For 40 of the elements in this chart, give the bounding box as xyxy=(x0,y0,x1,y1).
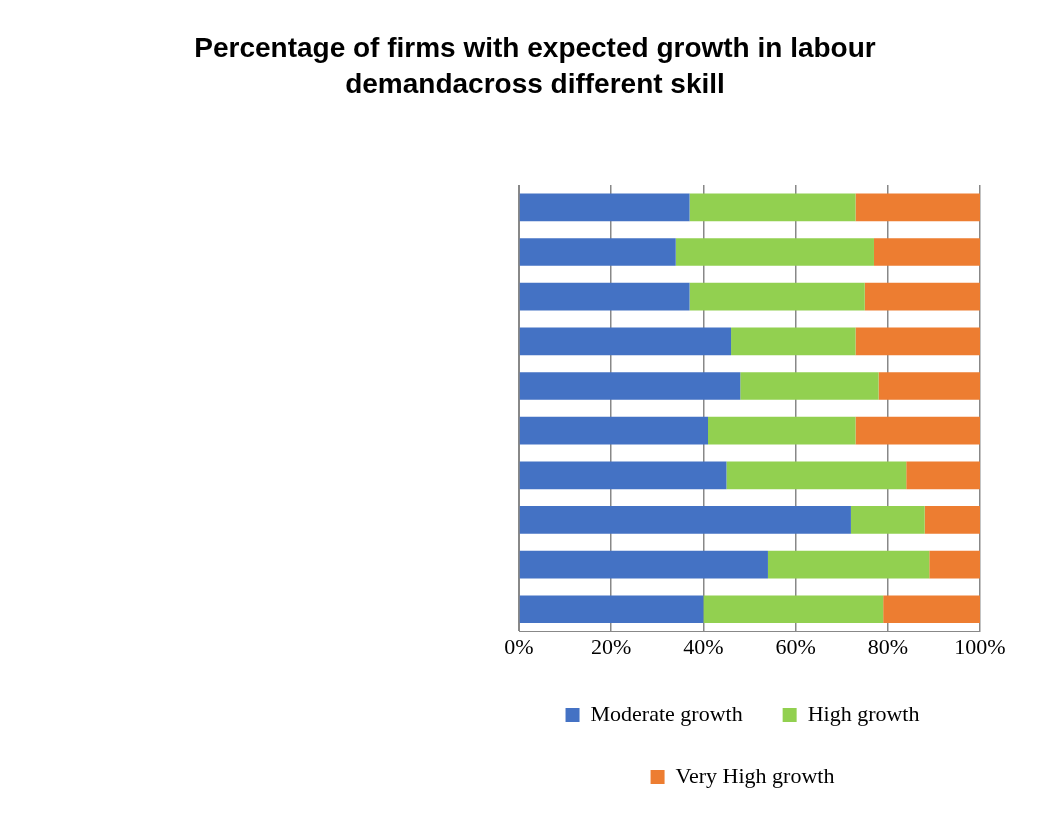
bar xyxy=(708,416,856,445)
x-tick-label: 60% xyxy=(775,633,816,659)
bar xyxy=(519,238,676,266)
bar xyxy=(924,506,980,534)
bar xyxy=(519,550,768,579)
bar xyxy=(519,506,851,534)
bar xyxy=(519,327,732,356)
bar xyxy=(689,193,856,222)
bar xyxy=(731,327,856,356)
bar xyxy=(726,461,907,490)
bar xyxy=(906,461,980,490)
bar xyxy=(878,372,980,400)
bar xyxy=(929,550,980,579)
bar xyxy=(850,506,925,534)
bar xyxy=(519,595,704,624)
x-tick-label: 0% xyxy=(504,633,534,659)
bar xyxy=(767,550,930,579)
bar xyxy=(873,238,980,266)
bar xyxy=(519,193,690,222)
x-tick-label: 40% xyxy=(683,633,724,659)
bar xyxy=(703,595,884,624)
bar xyxy=(519,461,727,490)
chart-title: Percentage of firms with expected growth in labour demandacross different skill xyxy=(193,31,877,101)
bar xyxy=(883,595,980,624)
bar xyxy=(689,282,865,311)
x-tick-label: 80% xyxy=(867,633,908,659)
bar xyxy=(855,416,980,445)
legend-label: Moderate growth xyxy=(590,700,743,726)
legend-label: Very High growth xyxy=(675,762,835,788)
bar xyxy=(855,327,980,356)
bar xyxy=(740,372,879,400)
x-tick-label: 100% xyxy=(954,633,1006,659)
bar xyxy=(675,238,874,266)
bar xyxy=(855,193,980,222)
bar xyxy=(519,282,690,311)
bar xyxy=(864,282,980,311)
bar xyxy=(519,416,709,445)
legend-label: High growth xyxy=(807,700,920,726)
bar xyxy=(519,372,741,400)
x-tick-label: 20% xyxy=(591,633,632,659)
